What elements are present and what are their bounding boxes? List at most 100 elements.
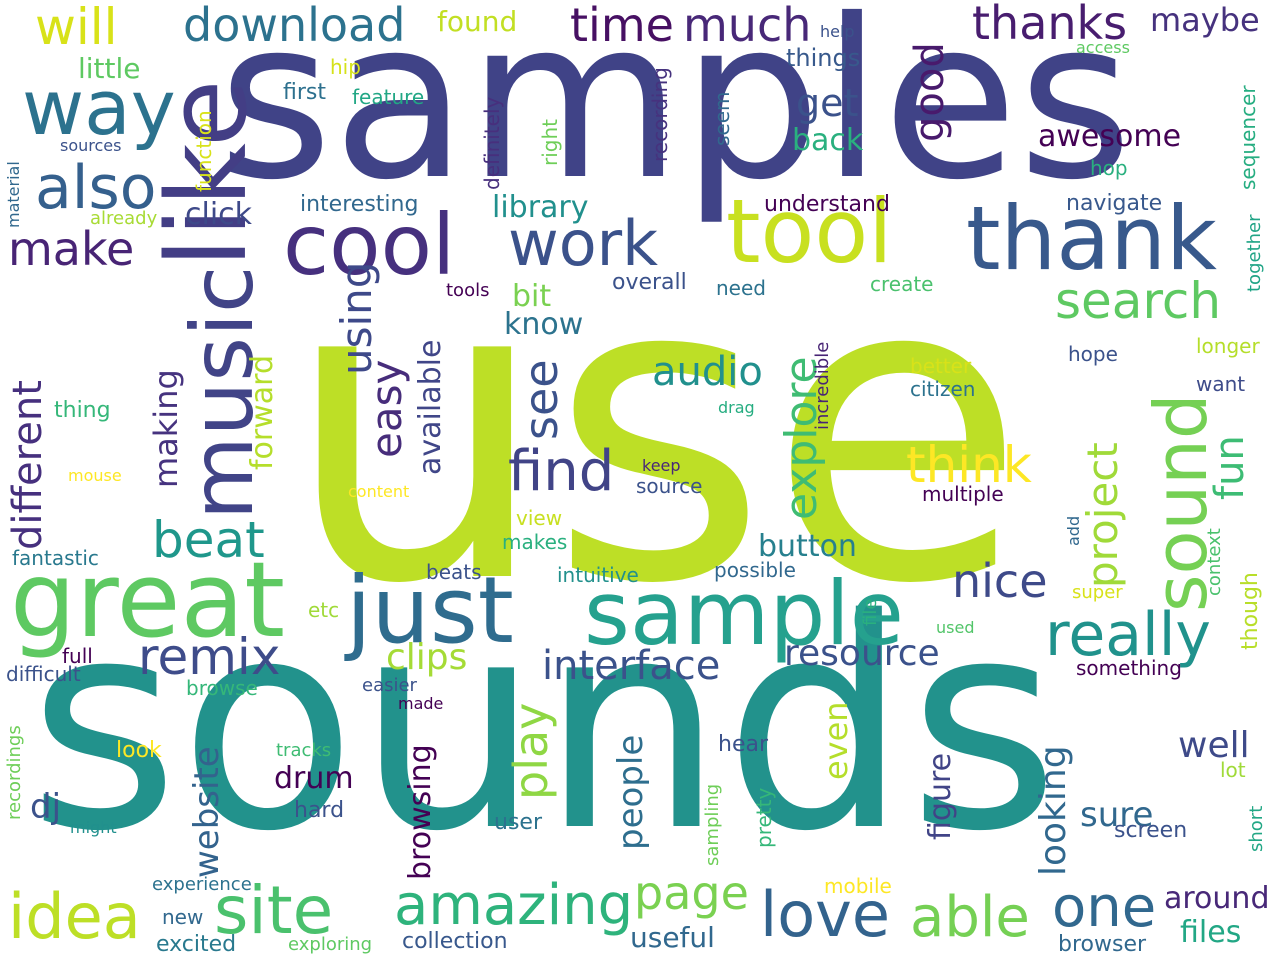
word: bit: [512, 279, 552, 314]
word: nice: [952, 554, 1048, 608]
word: making: [147, 369, 185, 488]
word: drum: [274, 761, 354, 796]
word: cool: [283, 196, 456, 294]
word: super: [1072, 582, 1123, 603]
word: longer: [1196, 334, 1260, 358]
word: time: [570, 0, 674, 52]
word: interesting: [300, 192, 419, 217]
word: hard: [294, 798, 345, 823]
word: sample: [584, 562, 904, 665]
word: though: [1238, 572, 1263, 650]
word: short: [1246, 805, 1267, 852]
word: feature: [352, 85, 425, 109]
word: view: [516, 506, 563, 530]
word: help: [820, 22, 855, 41]
word: love: [760, 878, 890, 951]
word: good: [907, 42, 953, 142]
word: hope: [1068, 342, 1118, 366]
word: together: [1244, 214, 1265, 292]
word: context: [1204, 528, 1225, 596]
word: easier: [362, 675, 417, 696]
word: even: [817, 701, 855, 780]
word: click: [185, 197, 253, 232]
word: make: [8, 222, 135, 276]
word: makes: [502, 530, 568, 554]
word: things: [786, 44, 861, 72]
word: already: [90, 208, 158, 229]
word: pretty: [752, 787, 776, 848]
word: beats: [426, 560, 482, 584]
word: sources: [60, 136, 122, 155]
word: files: [1180, 915, 1242, 950]
word: search: [1055, 272, 1222, 330]
word: intuitive: [557, 563, 639, 587]
word: new: [162, 905, 204, 929]
word: seem: [710, 91, 734, 146]
word: idea: [8, 880, 141, 953]
word: difficult: [6, 662, 81, 686]
word: material: [4, 161, 23, 228]
word: thank: [966, 187, 1217, 290]
word: need: [716, 276, 766, 300]
word: recordings: [4, 725, 25, 820]
word: well: [1178, 725, 1250, 766]
word: tracks: [276, 740, 332, 761]
word: library: [492, 190, 589, 225]
word: hear: [718, 732, 769, 757]
word: clips: [386, 637, 468, 678]
word: first: [283, 80, 326, 105]
word: interface: [542, 643, 721, 689]
word: resource: [784, 633, 940, 674]
word: something: [1076, 656, 1182, 680]
word: thanks: [972, 0, 1128, 50]
word: content: [348, 482, 410, 501]
word: user: [494, 810, 542, 835]
word: right: [538, 119, 562, 166]
word: find: [508, 439, 615, 504]
word: might: [70, 818, 117, 837]
word: found: [437, 5, 518, 38]
word: sequencer: [1236, 85, 1260, 190]
word: dj: [30, 787, 62, 827]
word: page: [634, 866, 749, 920]
word: thing: [54, 398, 111, 423]
word: button: [758, 529, 857, 564]
word: experience: [152, 874, 252, 895]
word: back: [792, 123, 864, 158]
word: site: [214, 872, 334, 949]
word: function: [192, 110, 216, 192]
word: people: [611, 734, 651, 850]
word: also: [35, 153, 157, 223]
word: great: [10, 539, 285, 661]
word: exploring: [288, 934, 373, 955]
word: browse: [186, 676, 258, 700]
word: excited: [156, 932, 237, 957]
word: available: [413, 339, 448, 475]
word: tools: [446, 280, 490, 301]
word: want: [1196, 372, 1246, 396]
word: really: [1045, 600, 1211, 670]
word: figure: [923, 752, 958, 840]
word: better: [910, 354, 972, 378]
word: source: [636, 474, 703, 498]
word: audio: [652, 349, 763, 395]
word: navigate: [1066, 191, 1163, 216]
word: citizen: [910, 377, 976, 401]
word: overall: [612, 270, 687, 295]
word: little: [78, 52, 141, 85]
word: beat: [152, 511, 265, 569]
word: possible: [714, 558, 796, 582]
word: different: [5, 380, 51, 550]
word: recording: [648, 67, 672, 162]
word: fun: [1207, 435, 1253, 500]
word: tool: [726, 180, 893, 283]
word: able: [910, 885, 1030, 950]
word: get: [796, 81, 859, 125]
word: play: [504, 702, 558, 800]
word: look: [116, 738, 162, 763]
word: think: [906, 436, 1032, 494]
word: lot: [1220, 758, 1246, 782]
word: see: [514, 359, 568, 440]
word: sampling: [702, 783, 723, 866]
word: much: [683, 0, 812, 52]
